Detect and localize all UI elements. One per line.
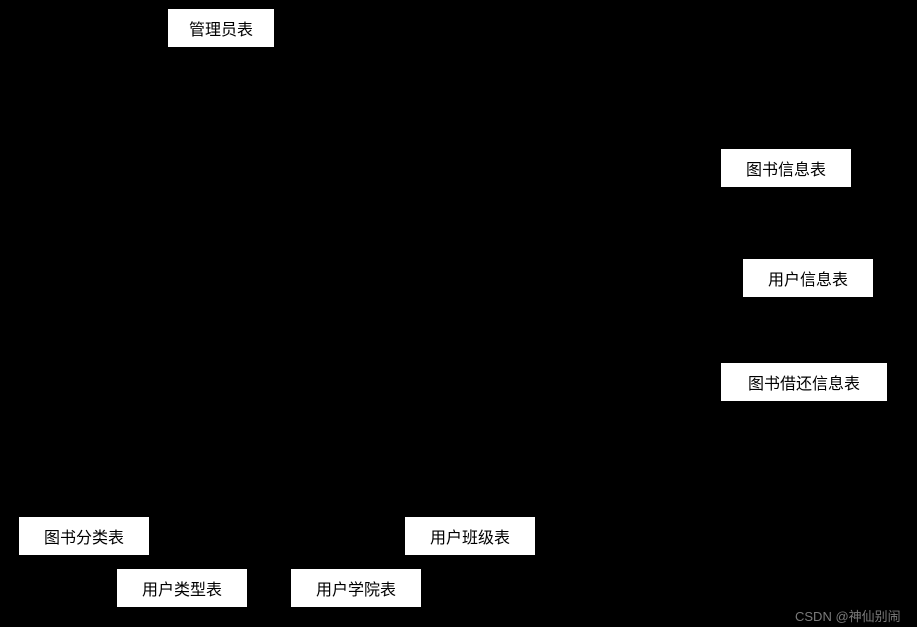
node-book-info: 图书信息表 [720,148,852,188]
node-book-cat: 图书分类表 [18,516,150,556]
node-admin: 管理员表 [167,8,275,48]
watermark: CSDN @神仙别闹 [795,606,901,625]
node-user-type: 用户类型表 [116,568,248,608]
node-user-class: 用户班级表 [404,516,536,556]
node-borrow-info: 图书借还信息表 [720,362,888,402]
node-user-info: 用户信息表 [742,258,874,298]
node-user-college: 用户学院表 [290,568,422,608]
